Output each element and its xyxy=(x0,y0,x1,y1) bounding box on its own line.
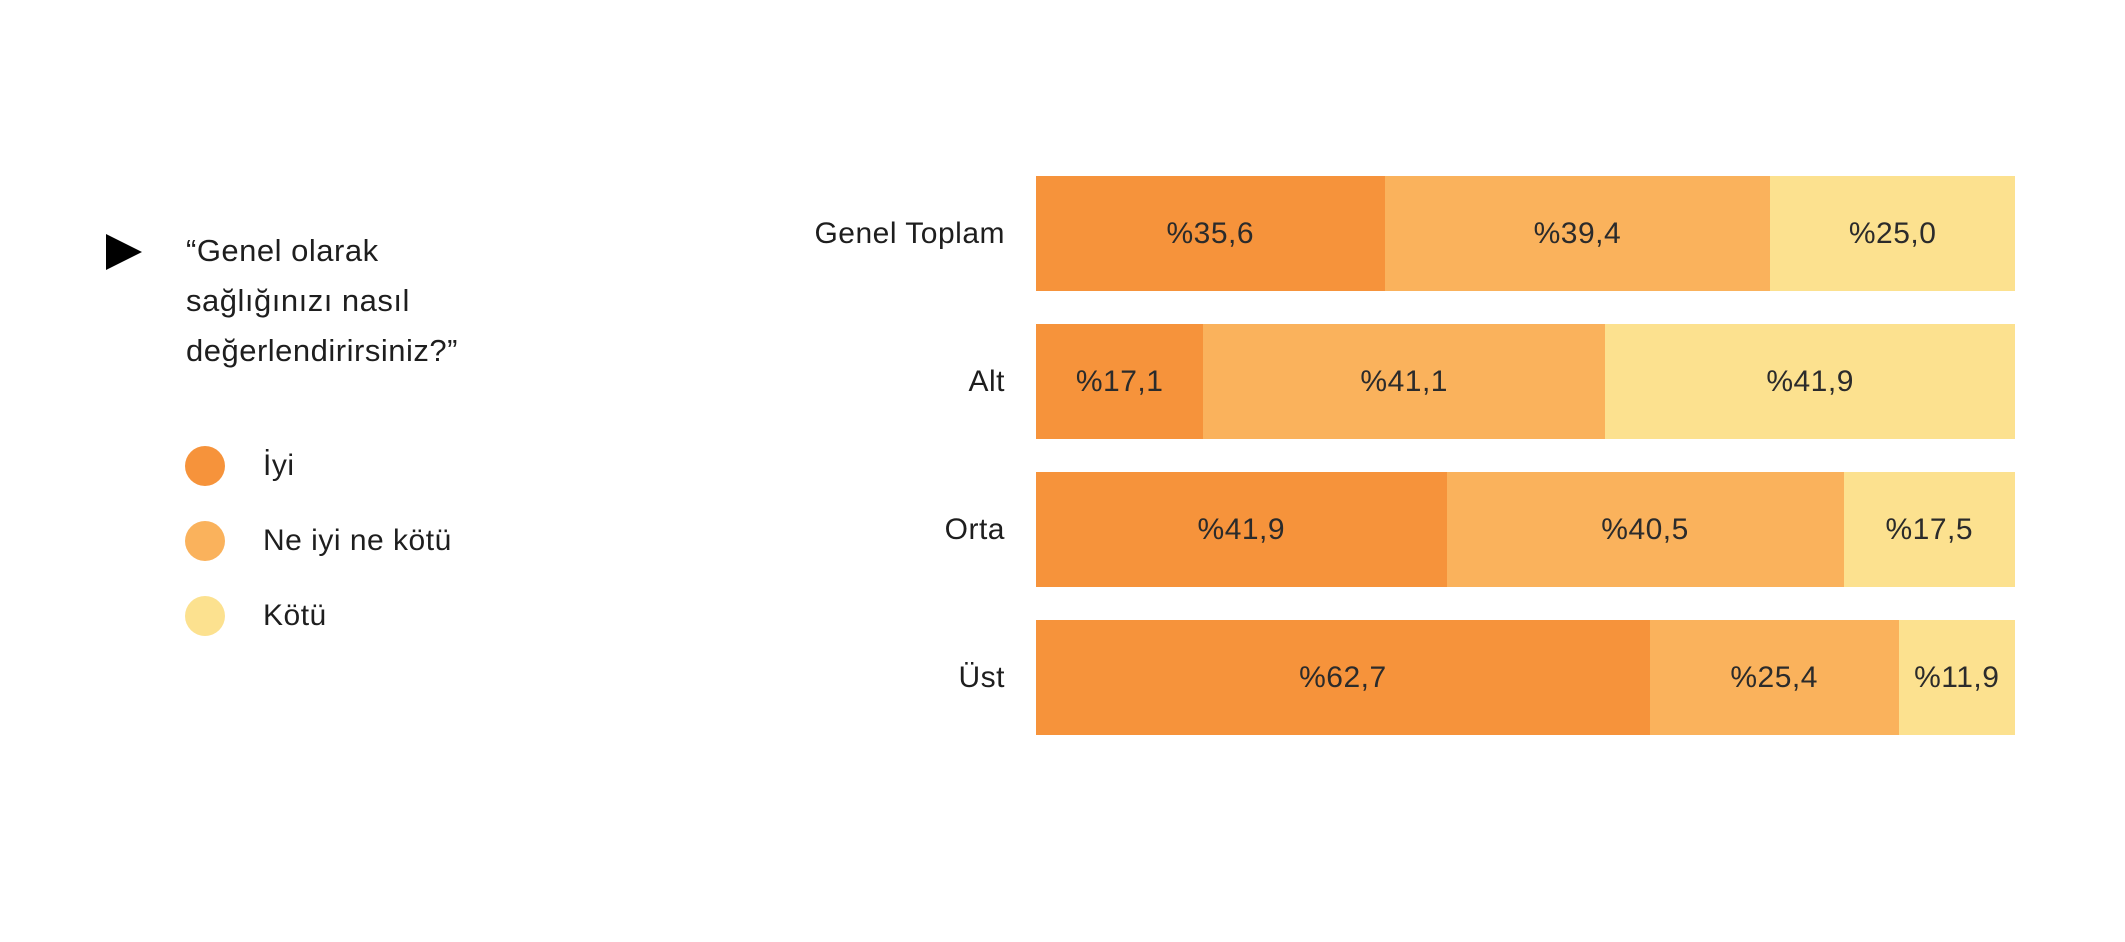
bar-segment: %41,9 xyxy=(1605,324,2015,439)
category-label: Alt xyxy=(968,364,1005,398)
legend-item: Kötü xyxy=(185,596,452,636)
legend: İyi Ne iyi ne kötü Kötü xyxy=(185,446,452,671)
bar-value-label: %41,9 xyxy=(1197,512,1286,546)
bar-row: Alt %17,1 %41,1 %41,9 xyxy=(0,324,2015,439)
bar-segment: %62,7 xyxy=(1036,620,1650,735)
bar-segment: %25,0 xyxy=(1770,176,2015,291)
bar-segment: %39,4 xyxy=(1384,176,1771,291)
bar-value-label: %40,5 xyxy=(1601,512,1689,546)
bar-value-label: %25,0 xyxy=(1848,216,1937,250)
bar-track: %35,6 %39,4 %25,0 xyxy=(1036,176,2015,291)
legend-swatch-circle-icon xyxy=(185,521,225,561)
bar-segment: %25,4 xyxy=(1649,620,1899,735)
bar-track: %41,9 %40,5 %17,5 xyxy=(1036,472,2015,587)
bar-value-label: %41,9 xyxy=(1766,364,1854,398)
bar-segment: %35,6 xyxy=(1036,176,1385,291)
bar-value-label: %11,9 xyxy=(1914,660,2000,694)
bar-segment: %40,5 xyxy=(1446,472,1844,587)
bar-track: %17,1 %41,1 %41,9 xyxy=(1036,324,2015,439)
pointer-triangle-icon xyxy=(106,234,142,270)
bar-segment: %17,5 xyxy=(1843,472,2015,587)
bar-value-label: %62,7 xyxy=(1299,660,1387,694)
stacked-bar-chart: Genel Toplam %35,6 %39,4 %25,0 Alt %17,1 %41,1… xyxy=(0,176,2015,735)
bar-value-label: %39,4 xyxy=(1533,216,1622,250)
bar-segment: %41,9 xyxy=(1036,472,1447,587)
category-label: Üst xyxy=(958,660,1005,694)
bar-value-label: %17,1 xyxy=(1075,364,1164,398)
survey-question: “Genel olarak sağlığınızı nasıl değerlen… xyxy=(186,233,458,368)
legend-item: İyi xyxy=(185,446,452,486)
legend-swatch-circle-icon xyxy=(185,596,225,636)
bar-value-label: %41,1 xyxy=(1360,364,1448,398)
bar-value-label: %35,6 xyxy=(1166,216,1255,250)
category-label: Genel Toplam xyxy=(814,216,1005,250)
legend-label: İyi xyxy=(263,449,295,482)
bar-segment: %17,1 xyxy=(1036,324,1204,439)
bar-row: Genel Toplam %35,6 %39,4 %25,0 xyxy=(0,176,2015,291)
legend-item: Ne iyi ne kötü xyxy=(185,521,452,561)
category-label: Orta xyxy=(944,512,1005,546)
bar-value-label: %17,5 xyxy=(1885,512,1974,546)
bar-row: Orta %41,9 %40,5 %17,5 xyxy=(0,472,2015,587)
bar-segment: %41,1 xyxy=(1203,324,1606,439)
legend-swatch-circle-icon xyxy=(185,446,225,486)
bar-track: %62,7 %25,4 %11,9 xyxy=(1036,620,2015,735)
bar-segment: %11,9 xyxy=(1898,620,2015,735)
legend-label: Ne iyi ne kötü xyxy=(263,524,452,557)
legend-label: Kötü xyxy=(263,599,327,632)
bar-value-label: %25,4 xyxy=(1730,660,1818,694)
bar-row: Üst %62,7 %25,4 %11,9 xyxy=(0,620,2015,735)
